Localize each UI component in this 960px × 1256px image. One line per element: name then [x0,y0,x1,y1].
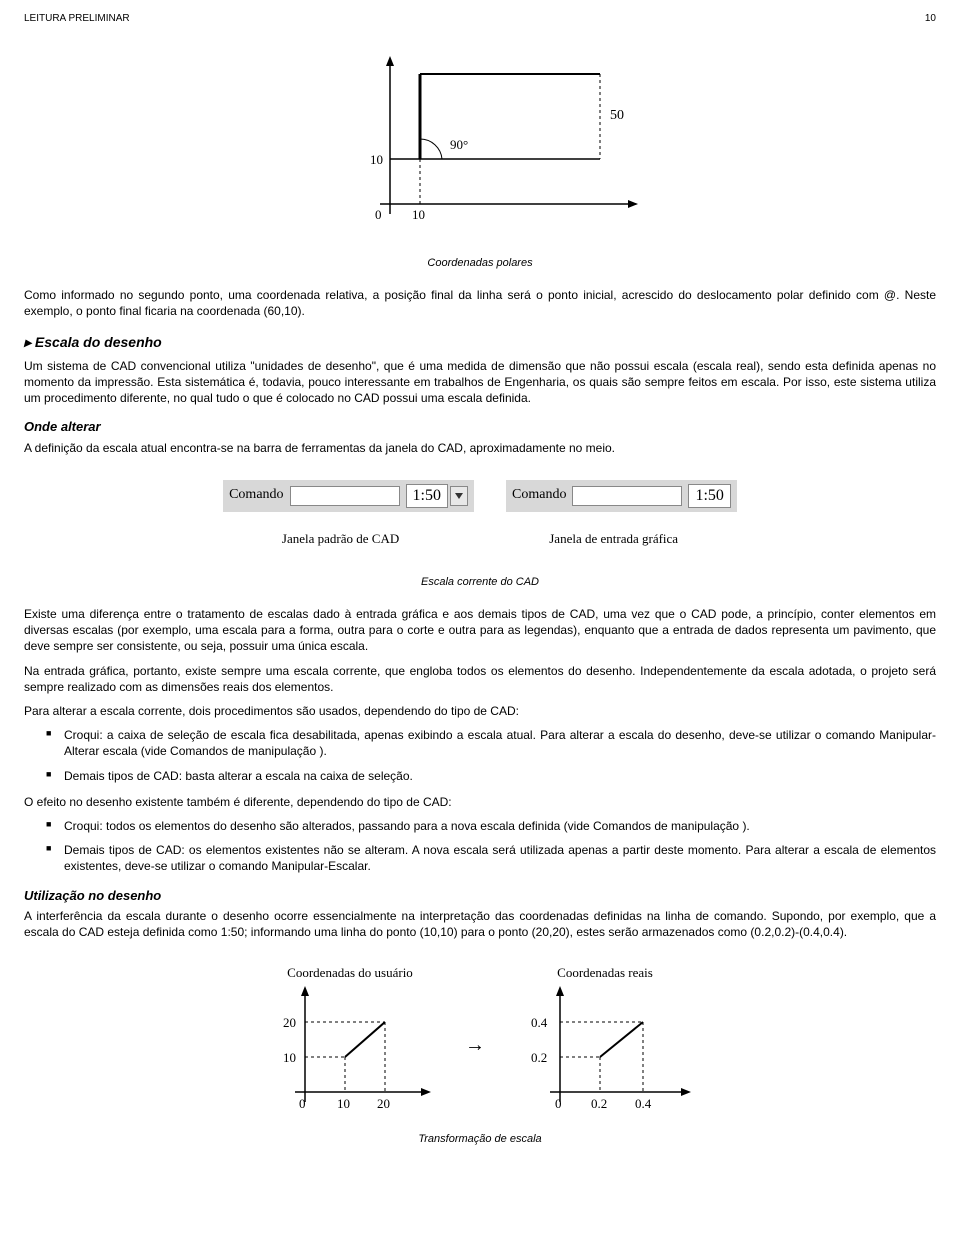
header-left: LEITURA PRELIMINAR [24,12,130,26]
bullets-alter: Croqui: a caixa de seleção de escala fic… [24,727,936,784]
svg-text:20: 20 [283,1015,296,1030]
fig1-caption: Coordenadas polares [24,256,936,271]
figure-transform: Coordenadas do usuário 20 10 0 10 20 → C… [24,964,936,1126]
svg-text:0.2: 0.2 [531,1050,547,1065]
y-tick-0: 0 [375,207,382,222]
svg-text:10: 10 [337,1096,350,1111]
svg-text:0.2: 0.2 [591,1096,607,1111]
para3: Na entrada gráfica, portanto, existe sem… [24,663,936,695]
svg-text:0: 0 [555,1096,562,1111]
figure-polar-coords: 10 0 10 90° 50 [24,44,936,248]
scale-toolbar-row: Comando 1:50 Comando 1:50 [24,480,936,512]
subsection-utilizacao-body: A interferência da escala durante o dese… [24,908,936,940]
cmd-caption-right: Janela de entrada gráfica [549,530,678,548]
cmd-box-right: Comando 1:50 [506,480,737,512]
coord-left: Coordenadas do usuário 20 10 0 10 20 [265,964,435,1126]
scale-dropdown-button[interactable] [450,486,468,506]
svg-text:0.4: 0.4 [531,1015,548,1030]
bullet-croqui-2: Croqui: todos os elementos do desenho sã… [24,818,936,834]
cmd-caption-left: Janela padrão de CAD [282,530,399,548]
coord-right-title: Coordenadas reais [515,964,695,982]
coord-right: Coordenadas reais 0.4 0.2 0 0.2 0.4 [515,964,695,1126]
cmd-input-left[interactable] [290,486,400,506]
angle-label: 90° [450,137,468,152]
cmd-input-right[interactable] [572,486,682,506]
cmd-scale-left[interactable]: 1:50 [406,484,448,508]
cmd-label-right: Comando [512,486,566,505]
fig2-caption: Escala corrente do CAD [24,575,936,590]
svg-text:20: 20 [377,1096,390,1111]
coord-left-title: Coordenadas do usuário [265,964,435,982]
section-escala-body: Um sistema de CAD convencional utiliza "… [24,358,936,407]
y-tick-10: 10 [370,152,383,167]
fig3-caption: Transformação de escala [24,1132,936,1147]
header-page-number: 10 [925,12,936,26]
x-tick-10: 10 [412,207,425,222]
section-escala-title: ▸ Escala do desenho [24,333,936,352]
page-header: LEITURA PRELIMINAR 10 [24,12,936,26]
svg-text:0: 0 [299,1096,306,1111]
subsection-utilizacao-title: Utilização no desenho [24,887,936,905]
cmd-box-left: Comando 1:50 [223,480,474,512]
arrow-icon: → [465,1032,485,1059]
svg-text:10: 10 [283,1050,296,1065]
svg-text:0.4: 0.4 [635,1096,652,1111]
para2: Existe uma diferença entre o tratamento … [24,606,936,655]
para4: Para alterar a escala corrente, dois pro… [24,703,936,719]
subsection-onde-title: Onde alterar [24,418,936,436]
bullets-effect: Croqui: todos os elementos do desenho sã… [24,818,936,875]
length-label: 50 [610,108,624,123]
cmd-captions: Janela padrão de CAD Janela de entrada g… [24,530,936,548]
para5: O efeito no desenho existente também é d… [24,794,936,810]
cmd-scale-right: 1:50 [688,484,730,508]
bullet-demais-2: Demais tipos de CAD: os elementos existe… [24,842,936,874]
cmd-label-left: Comando [229,486,283,505]
chevron-down-icon [455,493,463,499]
para-intro: Como informado no segundo ponto, uma coo… [24,287,936,319]
subsection-onde-body: A definição da escala atual encontra-se … [24,440,936,456]
bullet-demais-1: Demais tipos de CAD: basta alterar a esc… [24,768,936,784]
bullet-croqui-1: Croqui: a caixa de seleção de escala fic… [24,727,936,759]
